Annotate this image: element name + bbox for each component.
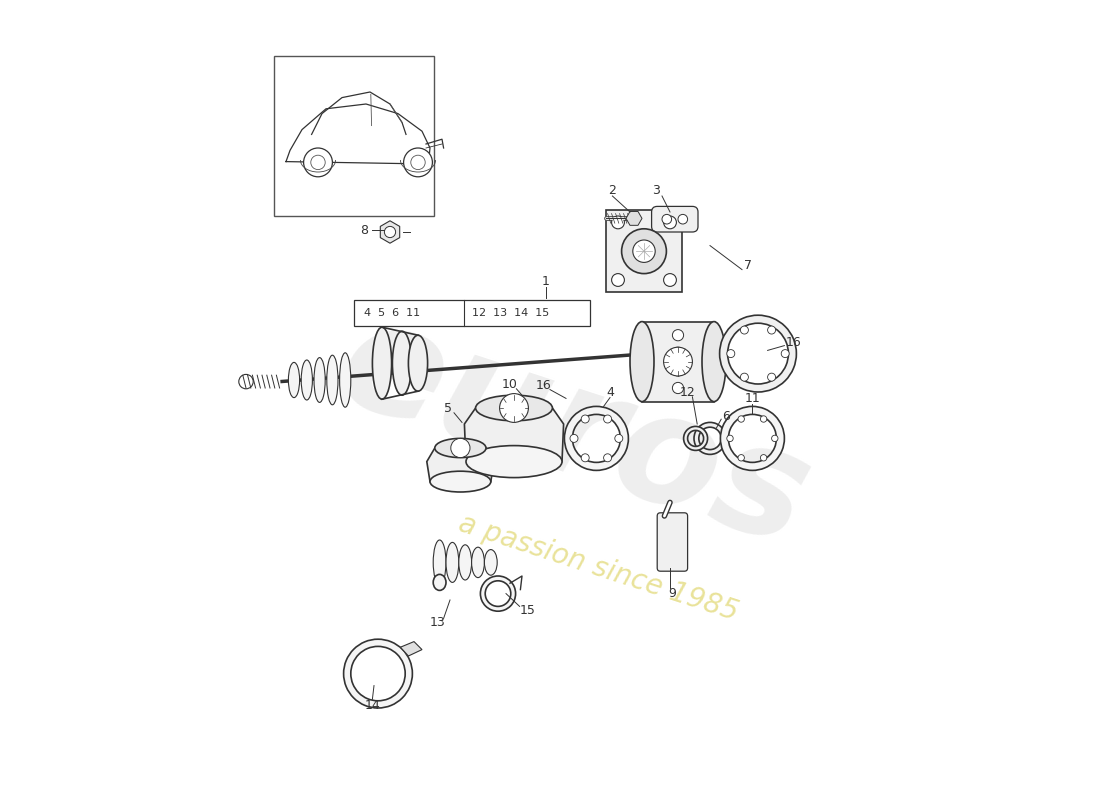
Circle shape	[672, 330, 683, 341]
Ellipse shape	[373, 327, 392, 399]
Text: euros: euros	[321, 286, 827, 578]
FancyBboxPatch shape	[651, 206, 698, 232]
Text: 8: 8	[361, 224, 368, 237]
Bar	[606, 210, 682, 292]
Circle shape	[760, 416, 767, 422]
Circle shape	[678, 214, 688, 224]
FancyBboxPatch shape	[657, 513, 688, 571]
Ellipse shape	[472, 547, 484, 578]
Ellipse shape	[475, 395, 552, 421]
Bar	[642, 322, 714, 402]
Circle shape	[760, 454, 767, 461]
Polygon shape	[381, 221, 399, 243]
Text: 16: 16	[786, 336, 802, 349]
Text: 15: 15	[519, 604, 536, 617]
Text: 9: 9	[669, 587, 676, 600]
Text: 12: 12	[680, 386, 695, 398]
Text: 5: 5	[443, 402, 452, 414]
Ellipse shape	[430, 471, 491, 492]
Circle shape	[404, 148, 432, 177]
Ellipse shape	[314, 358, 326, 402]
Text: 10: 10	[502, 378, 518, 391]
Ellipse shape	[393, 331, 411, 395]
Ellipse shape	[702, 322, 726, 402]
Circle shape	[662, 214, 672, 224]
Text: 7: 7	[745, 259, 752, 272]
Circle shape	[570, 434, 578, 442]
Circle shape	[384, 226, 396, 238]
Circle shape	[672, 382, 683, 394]
Circle shape	[663, 274, 676, 286]
Ellipse shape	[446, 542, 459, 582]
Ellipse shape	[433, 574, 446, 590]
Ellipse shape	[408, 335, 428, 391]
Circle shape	[410, 155, 426, 170]
Text: 16: 16	[536, 379, 551, 392]
Circle shape	[612, 274, 625, 286]
Circle shape	[738, 416, 745, 422]
Text: a passion since 1985: a passion since 1985	[454, 510, 741, 626]
Polygon shape	[464, 408, 563, 462]
Text: 12  13  14  15: 12 13 14 15	[472, 308, 549, 318]
Circle shape	[581, 454, 590, 462]
Circle shape	[768, 373, 776, 381]
Circle shape	[663, 347, 692, 376]
Circle shape	[304, 148, 332, 177]
Ellipse shape	[340, 353, 351, 407]
Ellipse shape	[459, 545, 472, 580]
Ellipse shape	[301, 360, 312, 400]
Ellipse shape	[466, 446, 562, 478]
Text: 6: 6	[722, 410, 730, 422]
Text: 14: 14	[364, 699, 381, 712]
Circle shape	[621, 229, 667, 274]
Circle shape	[727, 435, 734, 442]
Circle shape	[311, 155, 326, 170]
Circle shape	[727, 350, 735, 358]
Bar	[354, 300, 590, 326]
Circle shape	[604, 415, 612, 423]
Text: 11: 11	[745, 392, 760, 405]
Circle shape	[632, 240, 656, 262]
Polygon shape	[427, 448, 494, 482]
Circle shape	[781, 350, 789, 358]
Circle shape	[672, 365, 683, 376]
Bar	[274, 56, 434, 216]
Circle shape	[672, 347, 683, 358]
Circle shape	[604, 454, 612, 462]
Circle shape	[451, 438, 470, 458]
Text: 1: 1	[542, 275, 550, 288]
Circle shape	[581, 415, 590, 423]
Circle shape	[499, 394, 528, 422]
Circle shape	[738, 454, 745, 461]
Circle shape	[239, 374, 253, 389]
Ellipse shape	[327, 355, 338, 405]
Ellipse shape	[434, 438, 486, 458]
Circle shape	[740, 373, 748, 381]
Text: 2: 2	[608, 184, 616, 197]
Circle shape	[612, 216, 625, 229]
Circle shape	[768, 326, 776, 334]
Circle shape	[615, 434, 623, 442]
Ellipse shape	[630, 322, 654, 402]
Text: 13: 13	[430, 616, 446, 629]
Polygon shape	[626, 211, 642, 226]
Ellipse shape	[433, 540, 446, 585]
Circle shape	[771, 435, 778, 442]
Text: 3: 3	[652, 184, 660, 197]
Text: 4  5  6  11: 4 5 6 11	[364, 308, 420, 318]
Circle shape	[740, 326, 748, 334]
Ellipse shape	[288, 362, 299, 398]
Circle shape	[663, 216, 676, 229]
Polygon shape	[400, 642, 422, 656]
Ellipse shape	[484, 550, 497, 575]
Text: 4: 4	[606, 386, 614, 398]
